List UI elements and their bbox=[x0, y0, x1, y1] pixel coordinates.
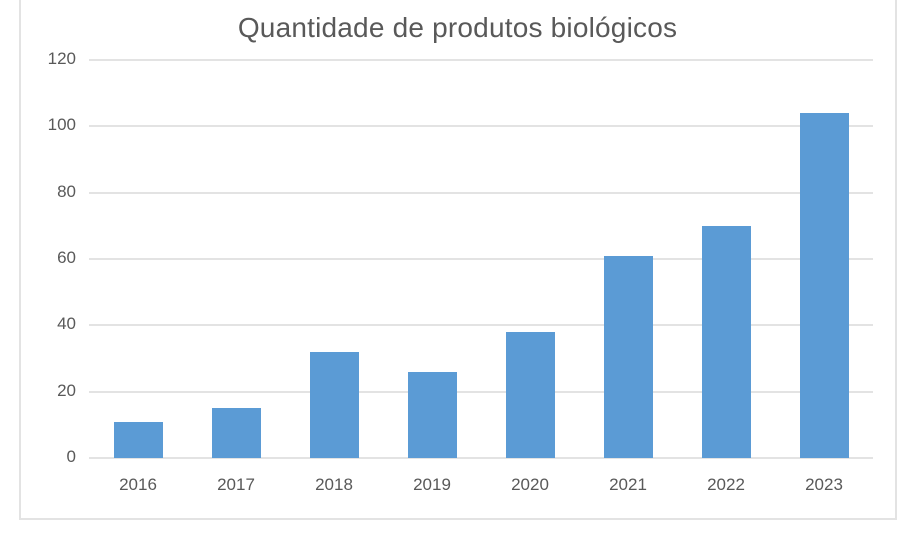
bar-2021 bbox=[603, 255, 653, 458]
y-tick-label: 40 bbox=[57, 314, 76, 334]
bar-2016 bbox=[113, 421, 163, 458]
y-tick-label: 120 bbox=[47, 49, 76, 68]
x-tick-label: 2021 bbox=[609, 475, 647, 494]
plot-area bbox=[89, 59, 873, 459]
bar-2018 bbox=[309, 351, 359, 458]
x-tick-label: 2017 bbox=[217, 475, 255, 494]
gridline bbox=[89, 59, 873, 61]
y-tick-label: 20 bbox=[57, 380, 76, 400]
x-tick-label: 2022 bbox=[707, 475, 745, 494]
x-tick-label: 2023 bbox=[805, 475, 843, 494]
gridline bbox=[89, 258, 873, 260]
y-tick-label: 60 bbox=[57, 248, 76, 267]
bar-2020 bbox=[505, 331, 555, 458]
gridline bbox=[89, 390, 873, 393]
y-tick-label: 80 bbox=[57, 181, 76, 201]
bar-2017 bbox=[211, 408, 261, 458]
chart-title: Quantidade de produtos biológicos bbox=[237, 12, 678, 43]
gridline bbox=[89, 324, 873, 327]
gridline bbox=[89, 125, 873, 128]
chart-frame bbox=[19, 0, 897, 520]
x-tick-label: 2016 bbox=[119, 475, 157, 494]
bar-2023 bbox=[799, 113, 849, 458]
x-tick-label: 2018 bbox=[315, 475, 353, 494]
y-tick-label: 0 bbox=[66, 447, 76, 466]
y-tick-label: 100 bbox=[47, 115, 76, 135]
gridline bbox=[89, 457, 873, 459]
bar-2019 bbox=[407, 371, 457, 458]
x-tick-label: 2019 bbox=[413, 475, 451, 494]
x-tick-label: 2020 bbox=[511, 475, 549, 494]
gridline bbox=[89, 191, 873, 194]
bar-2022 bbox=[701, 225, 751, 458]
